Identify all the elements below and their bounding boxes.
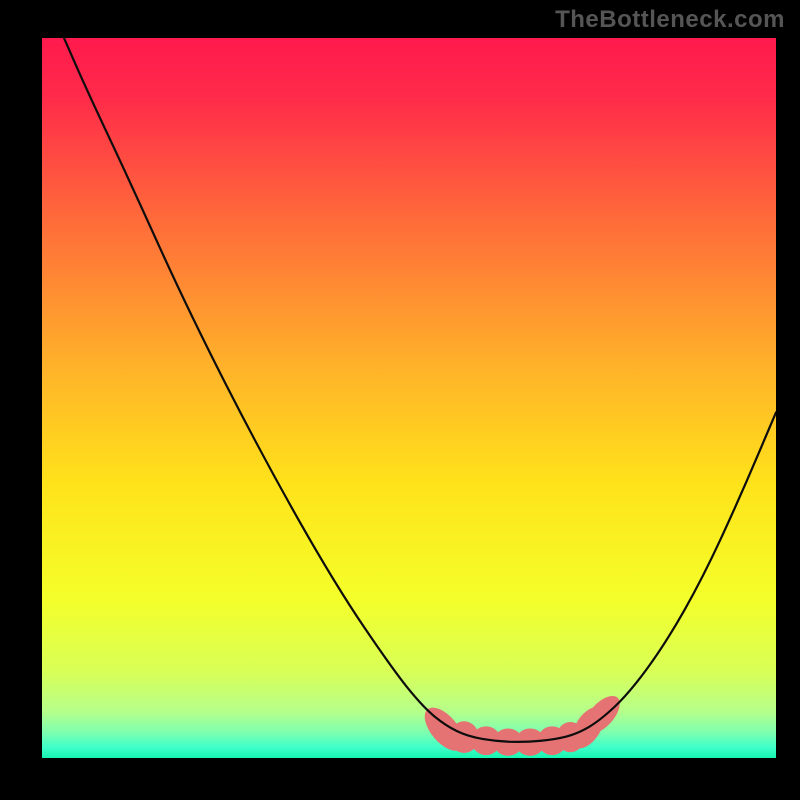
plot-area bbox=[42, 38, 776, 758]
chart-frame bbox=[0, 38, 800, 800]
bottleneck-curve bbox=[64, 38, 776, 742]
plot-svg bbox=[42, 38, 776, 758]
attribution-text: TheBottleneck.com bbox=[555, 6, 785, 34]
